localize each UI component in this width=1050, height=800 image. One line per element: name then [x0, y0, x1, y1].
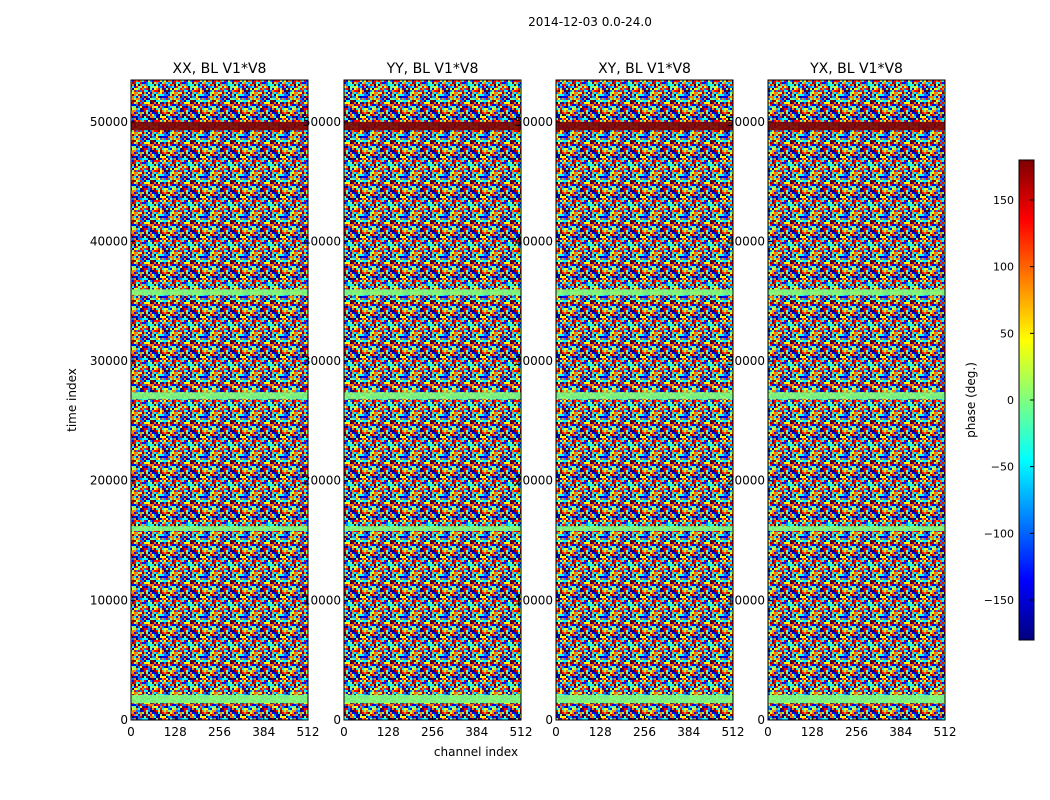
y-tick-label: 20000	[303, 474, 341, 488]
panel-title: YY, BL V1*V8	[386, 61, 479, 77]
y-tick-label: 30000	[303, 354, 341, 368]
phase-map-yy	[344, 80, 521, 720]
x-tick-label: 128	[801, 725, 824, 739]
x-tick-label: 512	[297, 725, 320, 739]
x-axis-label: channel index	[434, 745, 518, 759]
y-tick-label: 20000	[727, 474, 765, 488]
x-tick-label: 0	[127, 725, 135, 739]
y-tick-label: 30000	[515, 354, 553, 368]
panel-yy: YY, BL V1*V8 0 128 256 384 512 0 10000 20000 3000…	[303, 61, 533, 739]
phase-map-yx	[768, 80, 945, 720]
y-tick-label: 10000	[727, 593, 765, 607]
y-tick-label: 10000	[90, 593, 128, 607]
y-tick-label: 20000	[515, 474, 553, 488]
y-tick-label: 50000	[727, 115, 765, 129]
flag-band	[344, 121, 521, 131]
y-tick-label: 40000	[90, 234, 128, 248]
y-tick-label: 10000	[515, 593, 553, 607]
figure-title: 2014-12-03 0.0-24.0	[528, 15, 652, 29]
x-tick-label: 0	[764, 725, 772, 739]
y-axis-label: time index	[65, 368, 79, 432]
x-tick-label: 256	[421, 725, 444, 739]
y-tick-label: 10000	[303, 593, 341, 607]
colorbar-tick-label: 50	[1000, 327, 1014, 340]
colorbar-tick-label: −100	[984, 527, 1014, 540]
x-tick-label: 384	[465, 725, 488, 739]
colorbar-tick-label: −150	[984, 594, 1014, 607]
panel-title: XX, BL V1*V8	[173, 61, 267, 77]
y-tick-label: 40000	[515, 234, 553, 248]
flag-band	[768, 694, 945, 704]
flag-band	[131, 289, 308, 296]
x-tick-label: 512	[510, 725, 533, 739]
flag-band	[556, 526, 733, 531]
colorbar-label: phase (deg.)	[964, 362, 978, 438]
flag-band	[768, 289, 945, 296]
x-tick-label: 384	[889, 725, 912, 739]
flag-band	[768, 526, 945, 531]
flag-band	[344, 526, 521, 531]
x-tick-label: 256	[208, 725, 231, 739]
y-tick-label: 30000	[727, 354, 765, 368]
x-tick-label: 0	[552, 725, 560, 739]
colorbar-tick-label: 0	[1007, 394, 1014, 407]
y-tick-label: 50000	[515, 115, 553, 129]
x-tick-label: 384	[252, 725, 275, 739]
flag-band	[344, 289, 521, 296]
x-tick-label: 128	[377, 725, 400, 739]
x-tick-label: 0	[340, 725, 348, 739]
flag-band	[131, 694, 308, 704]
colorbar-tick-label: −50	[991, 461, 1014, 474]
y-tick-label: 0	[333, 713, 341, 727]
panel-yx: YX, BL V1*V8 0 128 256 384 512 0 10000 20000 3000…	[727, 61, 957, 739]
x-tick-label: 384	[677, 725, 700, 739]
panel-xx: XX, BL V1*V8 0 128 256 384 512 0 10000 20000 3000…	[90, 61, 320, 739]
colorbar: 150 100 50 0 −50 −100 −150	[984, 159, 1035, 641]
flag-band	[131, 526, 308, 531]
colorbar-tick-label: 100	[993, 261, 1014, 274]
flag-band	[556, 121, 733, 131]
y-tick-label: 50000	[303, 115, 341, 129]
flag-band	[768, 121, 945, 131]
flag-band	[131, 392, 308, 400]
flag-band	[131, 121, 308, 131]
x-tick-label: 128	[164, 725, 187, 739]
flag-band	[768, 392, 945, 400]
panel-xy: XY, BL V1*V8 0 128 256 384 512 0 10000 20000 3000…	[515, 61, 745, 739]
x-tick-label: 256	[633, 725, 656, 739]
y-tick-label: 40000	[727, 234, 765, 248]
y-tick-label: 40000	[303, 234, 341, 248]
y-tick-label: 0	[757, 713, 765, 727]
x-tick-label: 256	[845, 725, 868, 739]
y-tick-label: 0	[545, 713, 553, 727]
x-tick-label: 128	[589, 725, 612, 739]
y-tick-label: 30000	[90, 354, 128, 368]
y-tick-label: 0	[120, 713, 128, 727]
y-tick-label: 50000	[90, 115, 128, 129]
flag-band	[556, 694, 733, 704]
phase-map-xy	[556, 80, 733, 720]
colorbar-tick-label: 150	[993, 194, 1014, 207]
panel-title: YX, BL V1*V8	[809, 61, 903, 77]
phase-map-xx	[131, 80, 308, 720]
y-tick-label: 20000	[90, 474, 128, 488]
flag-band	[556, 392, 733, 400]
flag-band	[556, 289, 733, 296]
flag-band	[344, 392, 521, 400]
panels: XX, BL V1*V8 0 128 256 384 512 0 10000 20000 3000…	[90, 61, 957, 739]
flag-band	[344, 694, 521, 704]
panel-title: XY, BL V1*V8	[598, 61, 691, 77]
x-tick-label: 512	[934, 725, 957, 739]
x-tick-label: 512	[722, 725, 745, 739]
